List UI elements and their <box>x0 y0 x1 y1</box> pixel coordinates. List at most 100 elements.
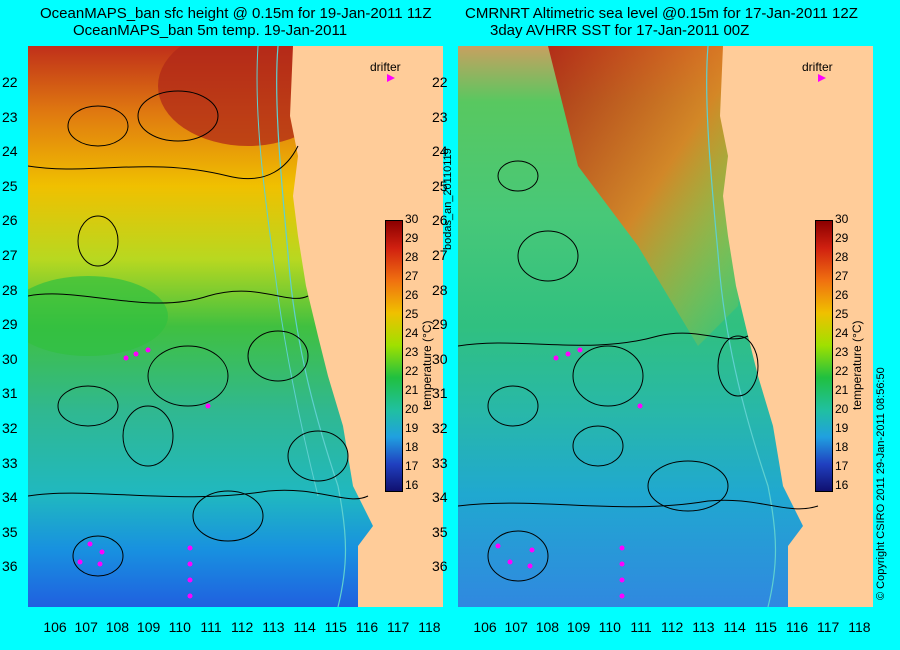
colorbar-tick: 21 <box>405 383 419 397</box>
lat-tick-left: 24 <box>2 143 18 160</box>
lon-tick-left: 107 <box>74 619 98 635</box>
sea-level-contours <box>28 90 369 577</box>
isobath-line <box>276 46 347 607</box>
colorbar-tick: 24 <box>405 326 419 340</box>
drifter-tracks <box>495 347 643 599</box>
land-mass <box>290 46 443 607</box>
lon-tick-left: 117 <box>387 619 410 635</box>
lat-tick-right: 32 <box>432 420 448 436</box>
colorbar-tick: 28 <box>835 250 849 264</box>
lon-tick-right: 106 <box>473 619 497 635</box>
colorbar-tick: 22 <box>405 364 419 378</box>
colorbar-tick: 23 <box>835 345 849 359</box>
colorbar-tick: 23 <box>405 345 419 359</box>
lat-tick-right: 25 <box>432 177 448 194</box>
colorbar-tick: 28 <box>405 250 419 264</box>
lon-tick-right: 116 <box>785 619 809 635</box>
colorbar-tick: 29 <box>835 231 849 245</box>
colorbar-tick: 19 <box>405 421 419 435</box>
isobath-line <box>706 46 777 607</box>
lat-tick-left: 32 <box>2 420 18 436</box>
colorbar-tick: 21 <box>835 383 849 397</box>
lon-tick-left: 118 <box>418 619 441 635</box>
lat-tick-left: 30 <box>2 350 18 367</box>
lon-tick-right: 111 <box>630 619 652 635</box>
lat-tick-left: 36 <box>2 558 18 575</box>
lat-tick-left: 35 <box>2 523 18 540</box>
run-id-label: bodas_an_20110119 <box>442 148 454 250</box>
lat-tick-left: 33 <box>2 454 18 471</box>
lon-tick-right: 112 <box>661 619 684 635</box>
left-title-line2: OceanMAPS_ban 5m temp. 19-Jan-2011 <box>73 22 348 39</box>
lat-tick-left: 23 <box>2 108 18 125</box>
colorbar-tick: 30 <box>835 212 849 226</box>
lat-tick-right: 36 <box>432 558 448 575</box>
lat-tick-right: 22 <box>432 74 448 90</box>
sea-level-contours <box>458 160 819 582</box>
lon-tick-left: 116 <box>355 619 379 635</box>
lat-tick-right: 29 <box>432 316 448 333</box>
right-map-panel <box>458 46 873 607</box>
lat-tick-right: 23 <box>432 108 448 125</box>
right-title-line2: 3day AVHRR SST for 17-Jan-2011 00Z <box>490 22 750 39</box>
drifter-legend-left: drifter <box>370 60 401 74</box>
colorbar-tick: 27 <box>405 269 419 283</box>
drifter-legend-marker-right <box>818 74 826 82</box>
lon-tick-left: 108 <box>105 619 130 635</box>
colorbar-tick: 30 <box>405 212 419 226</box>
lat-tick-right: 30 <box>432 350 448 367</box>
right-title-line1: CMRNRT Altimetric sea level @0.15m for 1… <box>465 5 858 22</box>
colorbar-tick: 24 <box>835 326 849 340</box>
lon-tick-right: 117 <box>817 619 840 635</box>
lon-tick-left: 112 <box>231 619 254 635</box>
lat-tick-left: 26 <box>2 212 18 229</box>
lon-tick-left: 111 <box>200 619 222 635</box>
colorbar-tick: 19 <box>835 421 849 435</box>
colorbar-tick: 18 <box>835 440 849 454</box>
lat-tick-left: 27 <box>2 247 18 263</box>
lat-tick-right: 33 <box>432 454 448 471</box>
lat-tick-left: 28 <box>2 281 18 298</box>
green-patch <box>28 276 168 356</box>
lat-tick-right: 31 <box>432 385 448 402</box>
drifter-tracks <box>77 347 211 599</box>
colorbar-tick: 22 <box>835 364 849 378</box>
lon-tick-right: 118 <box>848 619 871 635</box>
lat-tick-right: 28 <box>432 281 448 298</box>
lon-tick-right: 110 <box>598 619 621 635</box>
lat-tick-left: 31 <box>2 385 18 402</box>
lon-tick-right: 114 <box>723 619 746 635</box>
colorbar-tick: 20 <box>405 402 419 416</box>
colorbar-left <box>385 220 403 492</box>
colorbar-tick: 16 <box>405 478 419 492</box>
colorbar-tick: 27 <box>835 269 849 283</box>
lon-tick-right: 115 <box>754 619 777 635</box>
colorbar-tick: 25 <box>835 307 849 321</box>
colorbar-tick: 26 <box>405 288 419 302</box>
lon-tick-left: 109 <box>136 619 161 635</box>
lon-tick-right: 113 <box>692 619 715 635</box>
lon-tick-right: 107 <box>504 619 528 635</box>
colorbar-title-right: temperature (°C) <box>850 320 864 411</box>
lon-tick-left: 115 <box>324 619 347 635</box>
left-map-panel <box>28 46 443 607</box>
lat-tick-right: 35 <box>432 523 448 540</box>
lat-tick-right: 34 <box>432 489 448 506</box>
colorbar-tick: 26 <box>835 288 849 302</box>
colorbar-tick: 29 <box>405 231 419 245</box>
lon-tick-left: 113 <box>262 619 285 635</box>
drifter-legend-marker-left <box>387 74 395 82</box>
lat-tick-left: 34 <box>2 489 18 506</box>
colorbar-tick: 25 <box>405 307 419 321</box>
lat-tick-right: 26 <box>432 212 448 229</box>
colorbar-tick: 17 <box>405 459 419 473</box>
warm-region <box>548 46 748 346</box>
land-mass <box>720 46 873 607</box>
left-title-line1: OceanMAPS_ban sfc height @ 0.15m for 19-… <box>40 5 432 22</box>
lat-tick-left: 22 <box>2 74 18 90</box>
lat-tick-right: 24 <box>432 143 448 160</box>
lat-tick-left: 29 <box>2 316 18 333</box>
lon-tick-right: 109 <box>566 619 591 635</box>
lon-tick-left: 114 <box>293 619 316 635</box>
left-map-svg <box>28 46 443 607</box>
